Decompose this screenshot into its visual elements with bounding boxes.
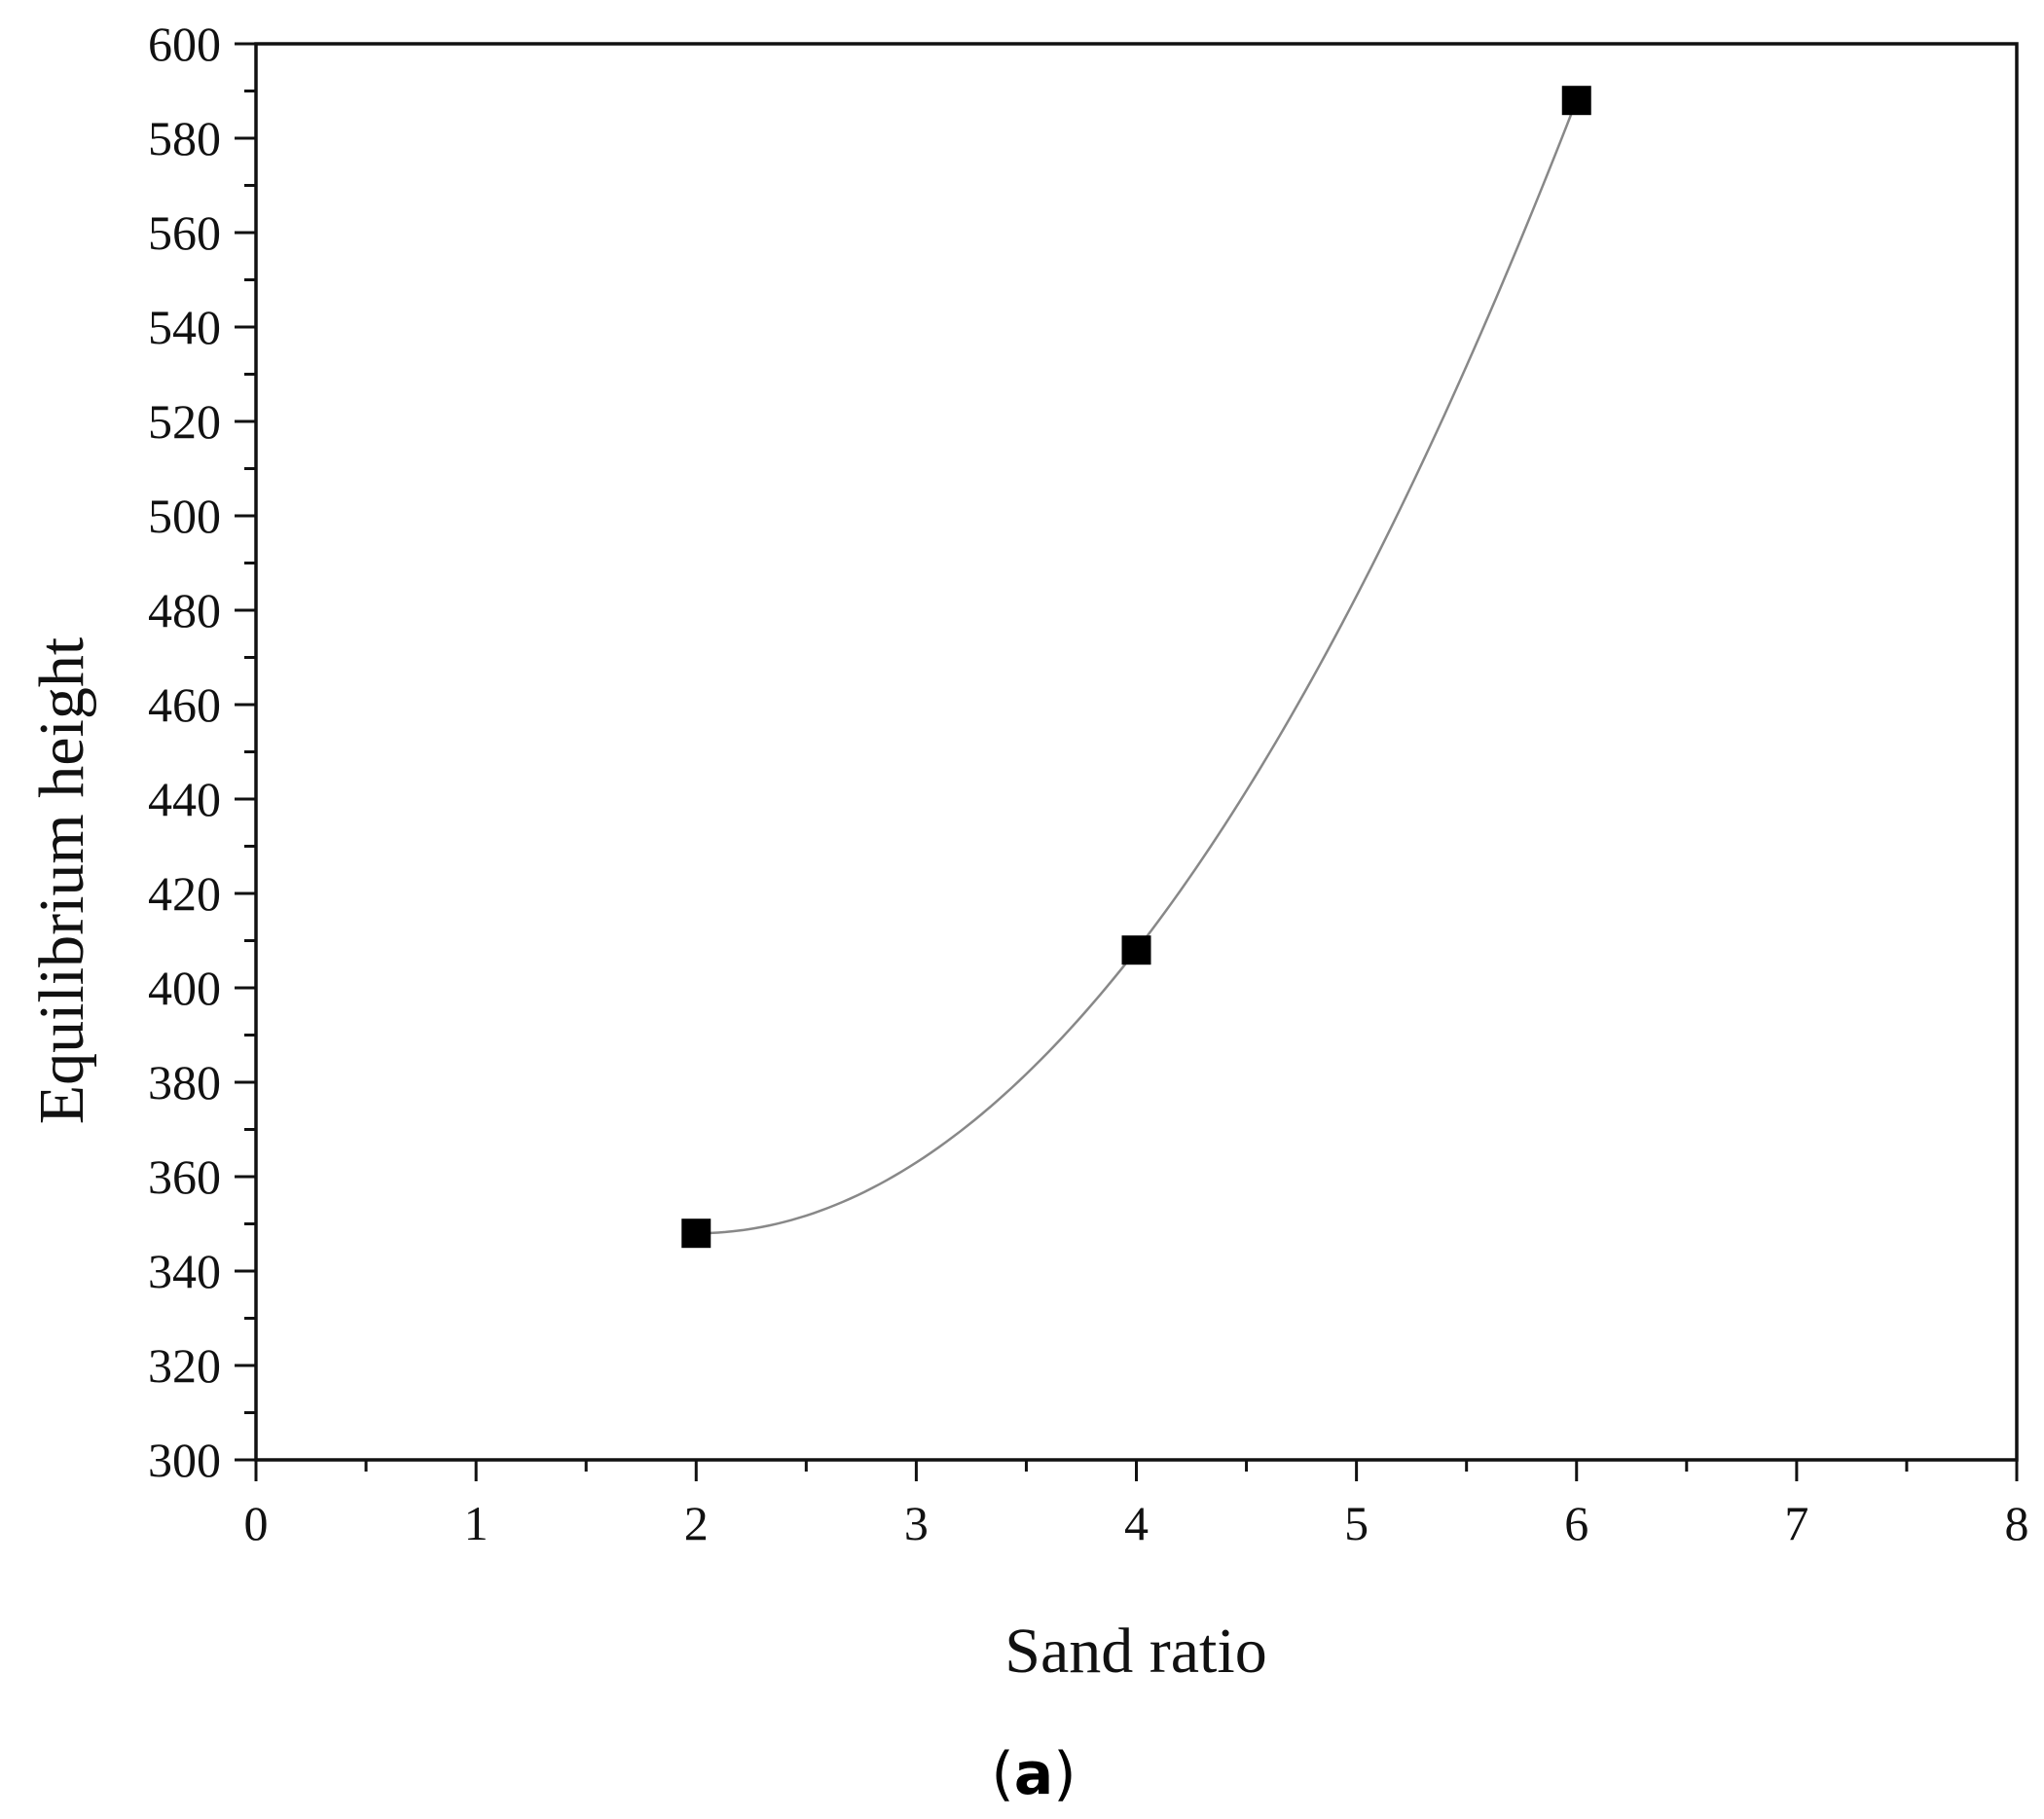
y-tick-label: 400 [148, 961, 221, 1015]
panel-label-letter: a [1014, 1740, 1054, 1808]
x-tick-label: 1 [464, 1496, 489, 1550]
x-tick-label: 5 [1344, 1496, 1369, 1550]
x-tick-label: 4 [1124, 1496, 1149, 1550]
x-axis-ticks: 0 1 2 3 4 5 6 7 8 [244, 1460, 2029, 1550]
y-tick-label: 580 [148, 111, 221, 165]
panel-label-close: ) [1053, 1740, 1076, 1808]
y-axis-ticks: 300 320 340 360 380 400 420 440 460 480 500 520 540 5… [148, 17, 256, 1487]
y-tick-label: 360 [148, 1149, 221, 1204]
y-tick-label: 600 [148, 17, 221, 71]
panel-label: (a) [991, 1740, 1076, 1808]
data-point [1121, 935, 1151, 965]
data-point [681, 1219, 712, 1249]
x-tick-label: 2 [684, 1496, 709, 1550]
y-axis-title: Equilibrium height [26, 637, 97, 1124]
x-tick-label: 3 [904, 1496, 929, 1550]
y-tick-label: 520 [148, 394, 221, 449]
plot-border [254, 42, 2019, 1462]
y-tick-label: 300 [148, 1433, 221, 1487]
x-tick-label: 7 [1784, 1496, 1808, 1550]
x-axis-title: Sand ratio [1004, 1616, 1266, 1687]
y-tick-label: 560 [148, 205, 221, 260]
plot-frame [254, 42, 2019, 1462]
y-tick-label: 440 [148, 772, 221, 826]
y-tick-label: 480 [148, 583, 221, 637]
y-tick-label: 340 [148, 1244, 221, 1298]
fit-curve-layer [696, 99, 1578, 1235]
y-tick-label: 540 [148, 300, 221, 354]
x-tick-label: 8 [2005, 1496, 2029, 1550]
y-tick-label: 500 [148, 489, 221, 543]
y-tick-label: 460 [148, 677, 221, 732]
y-tick-label: 320 [148, 1338, 221, 1393]
fit-curve [696, 99, 1578, 1235]
y-tick-label: 380 [148, 1055, 221, 1110]
y-tick-label: 420 [148, 866, 221, 921]
data-point [1561, 86, 1591, 116]
panel-label-open: ( [991, 1740, 1013, 1808]
data-points-layer [681, 86, 1591, 1249]
x-tick-label: 6 [1564, 1496, 1588, 1550]
x-tick-label: 0 [244, 1496, 269, 1550]
